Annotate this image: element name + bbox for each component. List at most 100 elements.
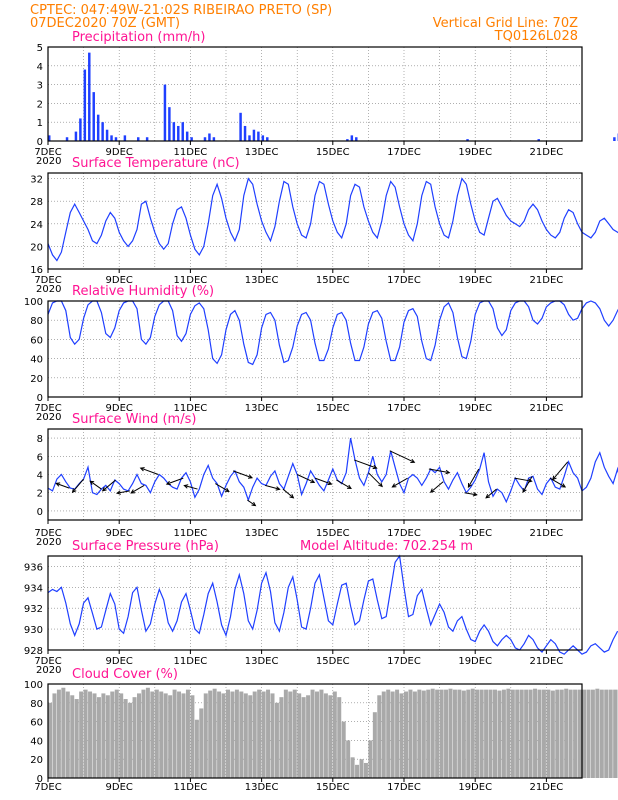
wind-arrow <box>115 490 130 495</box>
precip-bar <box>65 137 69 141</box>
cloud-bar <box>341 721 346 778</box>
pres-xtick: 9DEC <box>106 656 133 667</box>
cloud-bar <box>519 689 524 778</box>
precip-bar <box>92 92 95 141</box>
cloud-bar <box>550 690 555 778</box>
precip-bar <box>537 139 540 141</box>
precip-bar <box>212 137 216 141</box>
wind-xtick: 19DEC <box>458 528 492 539</box>
cloud-bar <box>119 693 124 778</box>
precip-bar <box>208 133 211 141</box>
precip-xtick: 7DEC <box>34 147 61 158</box>
cloud-bar <box>457 689 462 778</box>
cloud-bar <box>319 689 324 778</box>
cloud-bar <box>613 689 618 778</box>
cloud-bar <box>412 691 417 778</box>
temp-xtick: 17DEC <box>387 275 421 286</box>
cloud-bar <box>537 689 542 778</box>
wind-xtick: 7DEC <box>34 528 61 539</box>
cloud-bar <box>248 695 253 778</box>
wind-panel: Surface Wind (m/s) 0 2 4 6 8 7DEC 9DEC 11DEC 13DE… <box>34 412 618 548</box>
cloud-bar <box>328 695 333 778</box>
cloud-bar <box>426 689 431 778</box>
temp-xtick: 15DEC <box>316 275 350 286</box>
rh-frame <box>47 300 583 398</box>
temp-xtick: 21DEC <box>530 275 564 286</box>
wind-arrow <box>215 483 230 492</box>
precip-bar <box>248 135 251 141</box>
cloud-bar <box>355 764 360 778</box>
cloud-bar <box>221 693 226 778</box>
cloud-xtick: 15DEC <box>316 782 350 793</box>
precip-bar <box>96 114 100 141</box>
pres-ytick: 934 <box>24 583 43 594</box>
rh-xtick: 7DEC <box>34 403 61 414</box>
rh-xtick: 19DEC <box>458 403 492 414</box>
rh-line <box>47 300 618 366</box>
cloud-bar <box>194 719 199 778</box>
cloud-bar <box>586 689 591 778</box>
precip-bar <box>48 135 51 141</box>
precip-bar <box>79 118 82 141</box>
cloud-bar <box>315 691 319 778</box>
cloud-bar <box>484 689 489 778</box>
cloud-bar <box>279 697 284 778</box>
wind-arrow <box>165 477 184 486</box>
cloud-bar <box>452 689 457 778</box>
cloud-xtick: 9DEC <box>106 782 133 793</box>
cloud-bar <box>132 697 137 778</box>
cloud-bar <box>559 689 564 778</box>
cloud-bar <box>56 689 61 778</box>
cloud-bar <box>88 691 93 778</box>
wind-arrow <box>389 450 416 463</box>
precip-bar <box>346 139 349 141</box>
wind-arrow <box>71 478 84 494</box>
rh-ytick: 60 <box>30 335 43 346</box>
wind-arrow <box>265 484 281 491</box>
cloud-bar <box>61 687 66 778</box>
wind-arrow <box>428 468 451 475</box>
cloud-bar <box>283 689 288 778</box>
precip-xtick: 9DEC <box>106 147 133 158</box>
pres-xtick: 13DEC <box>245 656 279 667</box>
cloud-bar <box>181 693 186 778</box>
cloud-bar <box>590 689 595 778</box>
temp-ytick: 16 <box>30 265 43 276</box>
wind-arrow <box>391 477 408 488</box>
cloud-bar <box>145 687 150 778</box>
cloud-frame <box>47 683 583 779</box>
cloud-bar <box>123 699 128 778</box>
cloud-ytick: 0 <box>37 774 43 785</box>
cloud-bar <box>243 693 248 778</box>
cloud-bar <box>506 688 511 778</box>
precip-xtick: 15DEC <box>316 147 350 158</box>
cloud-bar <box>372 712 377 778</box>
pres-xtick: 19DEC <box>458 656 492 667</box>
precip-bar <box>181 122 184 141</box>
cloud-bar <box>435 689 440 778</box>
cloud-bar <box>52 693 57 778</box>
cloud-bar <box>390 691 395 778</box>
cloud-ytick: 20 <box>30 755 43 766</box>
cloud-bar <box>257 689 262 778</box>
cloud-bar <box>608 689 613 778</box>
wind-arrow <box>522 476 533 494</box>
cloud-bar <box>350 757 355 778</box>
precip-bar <box>466 139 469 141</box>
temp-line <box>47 177 618 262</box>
precip-bar <box>252 129 256 141</box>
wind-arrow <box>183 484 198 490</box>
cloud-bar <box>604 689 609 778</box>
precip-xtick: 13DEC <box>245 147 279 158</box>
precip-bar <box>88 52 91 141</box>
cloud-xtick: 19DEC <box>458 782 492 793</box>
wind-ytick: 0 <box>37 507 43 518</box>
cloud-bar <box>381 691 386 778</box>
precip-bar <box>190 137 193 141</box>
temp-xtick: 13DEC <box>245 275 279 286</box>
cloud-bar <box>595 688 600 778</box>
cloud-bar <box>172 689 177 778</box>
precip-bar <box>101 122 104 141</box>
cloud-bar <box>239 691 244 778</box>
